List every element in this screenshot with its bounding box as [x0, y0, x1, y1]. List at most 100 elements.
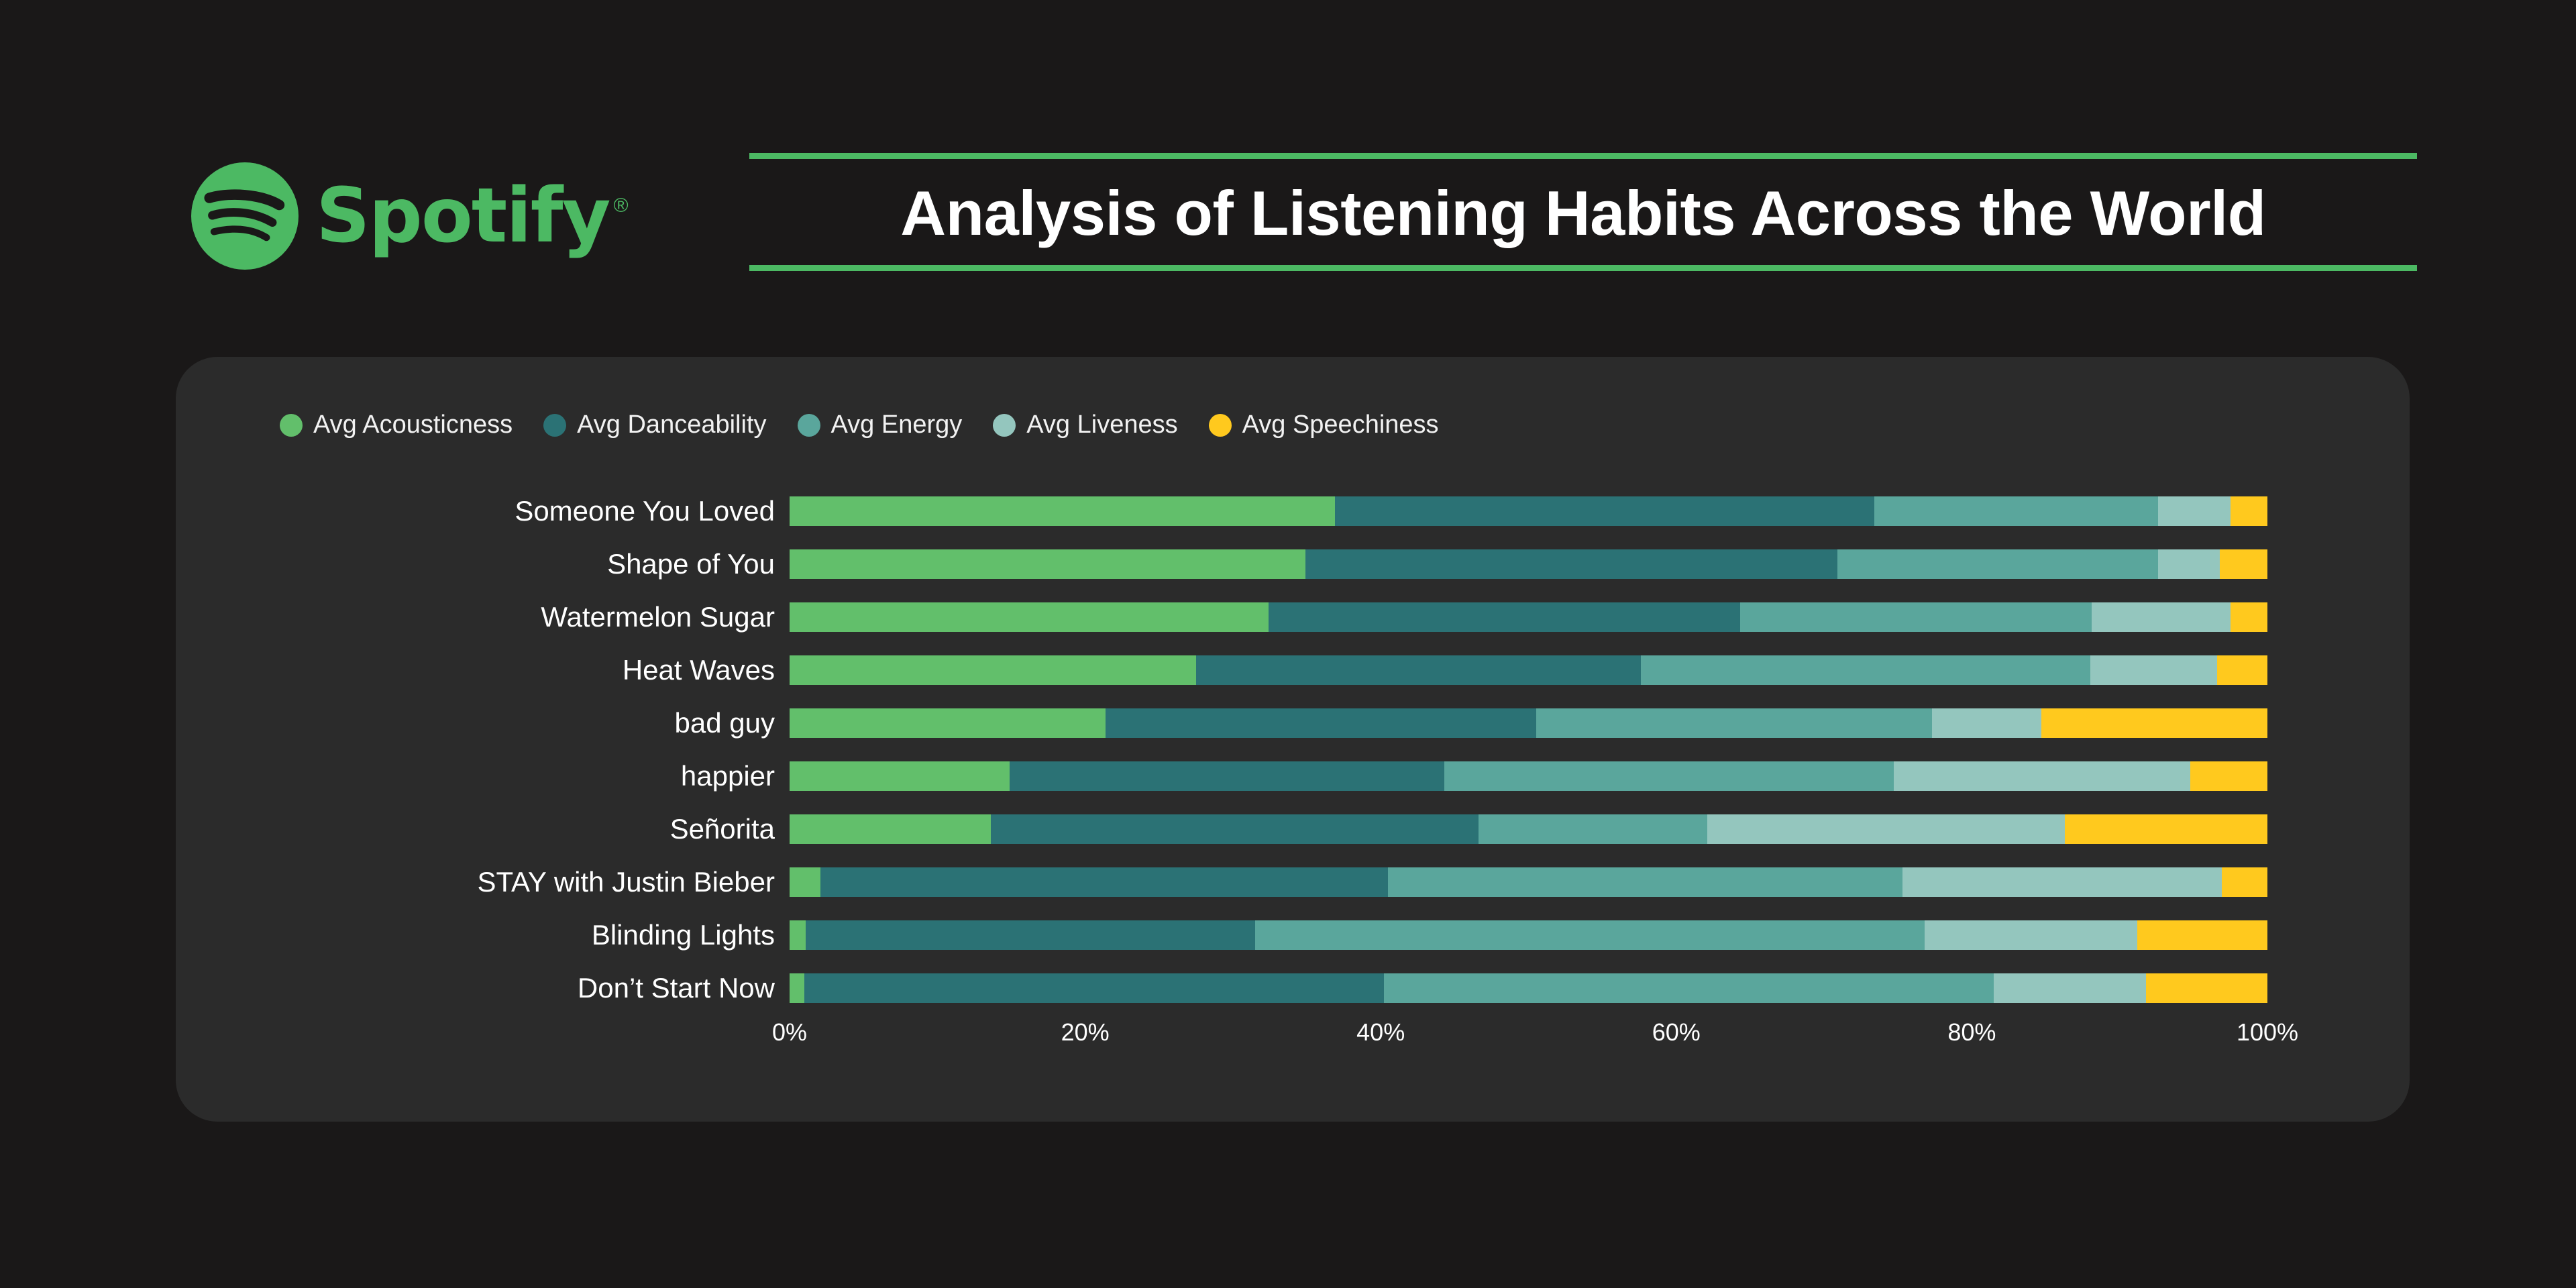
bar-segment[interactable] — [804, 973, 1384, 1003]
bar-segment[interactable] — [2041, 708, 2267, 738]
legend-item[interactable]: Avg Danceability — [543, 411, 767, 439]
legend-item[interactable]: Avg Acousticness — [280, 411, 513, 439]
bar-segment[interactable] — [2157, 549, 2220, 579]
bar-segment[interactable] — [2157, 496, 2231, 526]
y-axis-label: Blinding Lights — [591, 918, 775, 951]
bar-segment[interactable] — [1268, 602, 1740, 632]
x-axis-tick-label: 40% — [1356, 1018, 1405, 1046]
bar-segment[interactable] — [790, 655, 1196, 685]
x-axis-tick-label: 100% — [2236, 1018, 2299, 1046]
registered-trademark-icon: ® — [613, 195, 629, 217]
bar-segment[interactable] — [2091, 602, 2231, 632]
y-axis-label: Watermelon Sugar — [541, 600, 775, 633]
bar-segment[interactable] — [820, 867, 1389, 897]
bar-segment[interactable] — [790, 602, 1269, 632]
bar-segment[interactable] — [1837, 549, 2158, 579]
stacked-bar[interactable] — [790, 814, 2267, 844]
bar-segment[interactable] — [790, 496, 1335, 526]
stacked-bar[interactable] — [790, 496, 2267, 526]
stacked-bar[interactable] — [790, 761, 2267, 791]
bar-segment[interactable] — [790, 973, 805, 1003]
x-axis-tick-label: 80% — [1947, 1018, 1996, 1046]
bar-segment[interactable] — [2146, 973, 2267, 1003]
bar-segment[interactable] — [2230, 496, 2267, 526]
stacked-bar[interactable] — [790, 708, 2267, 738]
legend-item-label: Avg Acousticness — [313, 411, 513, 439]
bar-segment[interactable] — [2230, 602, 2267, 632]
legend-item-label: Avg Danceability — [577, 411, 767, 439]
bar-segment[interactable] — [1874, 496, 2158, 526]
bar-segment[interactable] — [1010, 761, 1444, 791]
bar-segment[interactable] — [2190, 761, 2267, 791]
chart-row: Blinding Lights — [176, 908, 2410, 961]
legend-item-label: Avg Liveness — [1026, 411, 1178, 439]
chart-row: STAY with Justin Bieber — [176, 855, 2410, 908]
y-axis-label: Don’t Start Now — [577, 971, 775, 1004]
y-axis-label: Señorita — [669, 812, 775, 845]
x-axis-ticks: 0% 20% 40% 60% 80% 100% — [772, 1018, 2298, 1059]
bar-segment[interactable] — [1478, 814, 1708, 844]
bar-segment[interactable] — [1902, 867, 2222, 897]
x-axis-tick-label: 0% — [771, 1018, 808, 1046]
chart-row: Watermelon Sugar — [176, 590, 2410, 643]
bar-segment[interactable] — [1994, 973, 2147, 1003]
bar-segment[interactable] — [1254, 920, 1925, 950]
bar-segment[interactable] — [790, 867, 821, 897]
bar-segment[interactable] — [1444, 761, 1894, 791]
bar-segment[interactable] — [2220, 549, 2267, 579]
legend-swatch-icon — [280, 413, 303, 437]
bar-segment[interactable] — [2090, 655, 2218, 685]
bar-segment[interactable] — [1305, 549, 1837, 579]
x-axis-tick-label: 60% — [1652, 1018, 1701, 1046]
bar-segment[interactable] — [790, 814, 991, 844]
legend-item-label: Avg Speechiness — [1242, 411, 1439, 439]
bar-segment[interactable] — [790, 761, 1010, 791]
stacked-bar[interactable] — [790, 602, 2267, 632]
chart-card: Avg Acousticness Avg Danceability Avg Ener… — [176, 357, 2410, 1122]
legend-item[interactable]: Avg Energy — [797, 411, 962, 439]
bar-segment[interactable] — [790, 549, 1305, 579]
chart-row: bad guy — [176, 696, 2410, 749]
bar-segment[interactable] — [1924, 920, 2138, 950]
title-rule-top — [749, 153, 2417, 159]
stacked-bar[interactable] — [790, 867, 2267, 897]
y-axis-label: happier — [680, 759, 775, 792]
brand-name: Spotify — [316, 172, 610, 260]
bar-segment[interactable] — [1931, 708, 2041, 738]
bar-segment[interactable] — [2137, 920, 2267, 950]
page-title: Analysis of Listening Habits Across the … — [900, 178, 2266, 248]
chart-row: Someone You Loved — [176, 484, 2410, 537]
spotify-wordmark: Spotify ® — [316, 178, 629, 254]
stacked-bar-chart: Someone You Loved Shape of You Watermelon … — [176, 484, 2410, 1014]
bar-segment[interactable] — [2065, 814, 2267, 844]
y-axis-label: Heat Waves — [622, 653, 775, 686]
bar-segment[interactable] — [1334, 496, 1874, 526]
stacked-bar[interactable] — [790, 973, 2267, 1003]
bar-segment[interactable] — [1893, 761, 2191, 791]
bar-segment[interactable] — [2221, 867, 2267, 897]
legend-item[interactable]: Avg Liveness — [993, 411, 1178, 439]
stacked-bar[interactable] — [790, 655, 2267, 685]
bar-segment[interactable] — [1388, 867, 1902, 897]
y-axis-label: Someone You Loved — [515, 494, 775, 527]
bar-segment[interactable] — [1106, 708, 1536, 738]
bar-segment[interactable] — [1640, 655, 2090, 685]
chart-row: Don’t Start Now — [176, 961, 2410, 1014]
bar-segment[interactable] — [990, 814, 1479, 844]
stacked-bar[interactable] — [790, 920, 2267, 950]
title-block: Analysis of Listening Habits Across the … — [749, 153, 2417, 271]
legend-item[interactable]: Avg Speechiness — [1208, 411, 1439, 439]
page-header: Spotify ® Analysis of Listening Habits A… — [0, 0, 2576, 335]
chart-row: Señorita — [176, 802, 2410, 855]
bar-segment[interactable] — [1707, 814, 2065, 844]
bar-segment[interactable] — [1739, 602, 2092, 632]
bar-segment[interactable] — [790, 920, 806, 950]
bar-segment[interactable] — [1383, 973, 1994, 1003]
bar-segment[interactable] — [1195, 655, 1641, 685]
bar-segment[interactable] — [2217, 655, 2267, 685]
bar-segment[interactable] — [790, 708, 1106, 738]
y-axis-label: Shape of You — [607, 547, 775, 580]
bar-segment[interactable] — [1536, 708, 1932, 738]
stacked-bar[interactable] — [790, 549, 2267, 579]
bar-segment[interactable] — [806, 920, 1255, 950]
